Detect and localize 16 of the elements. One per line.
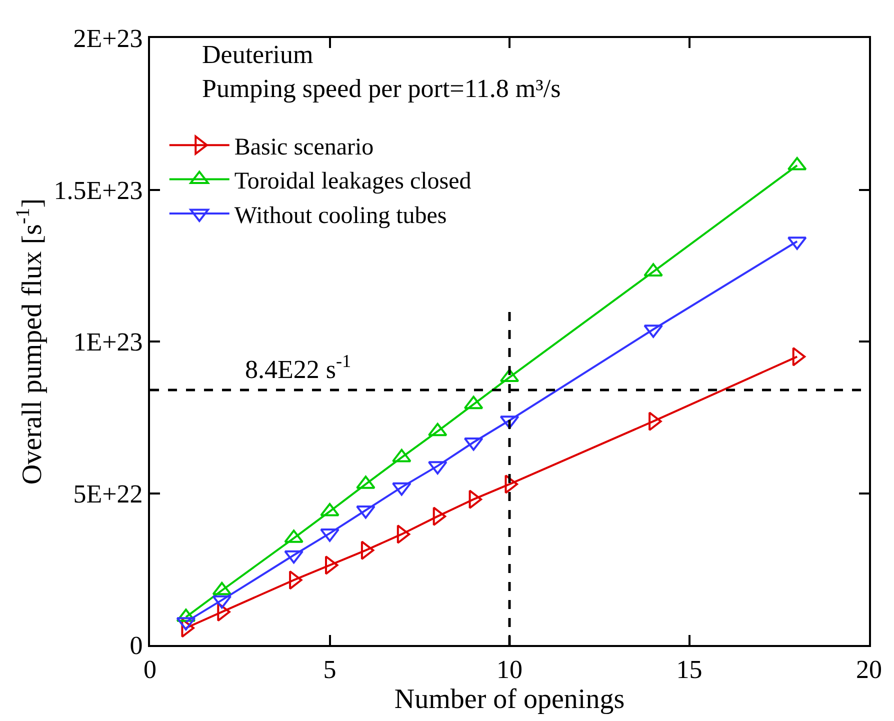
- y-tick-label: 0: [130, 631, 143, 660]
- chart-title: Deuterium: [202, 40, 314, 69]
- ref-line-label: 8.4E22 s$^{-1}$: [245, 351, 352, 384]
- legend-label: Without cooling tubes: [234, 202, 447, 229]
- x-tick-label: 5: [323, 655, 336, 684]
- y-tick-label: 1E+23: [73, 328, 143, 357]
- text: Pumping speed per port=11.8 m³/s: [202, 74, 561, 103]
- legend-label: Toroidal leakages closed: [234, 168, 472, 195]
- x-tick-label: 20: [856, 655, 882, 684]
- y-tick-label: 1.5E+23: [54, 176, 143, 205]
- y-tick-label: 5E+22: [73, 479, 143, 508]
- x-axis-title: Number of openings: [394, 684, 625, 716]
- legend-label: Basic scenario: [234, 134, 374, 160]
- x-tick-label: 15: [676, 655, 702, 684]
- x-tick-label: 10: [496, 655, 522, 684]
- y-tick-label: 2E+23: [73, 24, 143, 54]
